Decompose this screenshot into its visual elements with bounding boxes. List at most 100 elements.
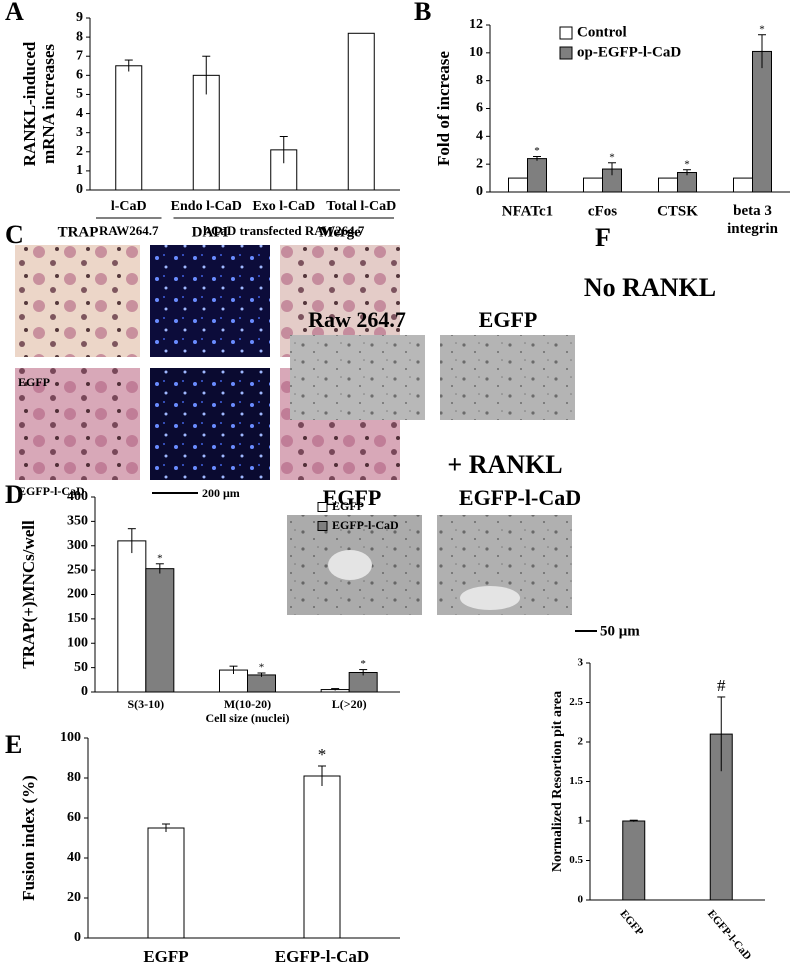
bar	[247, 674, 276, 693]
significance-marker: *	[759, 23, 765, 35]
bar	[583, 177, 603, 193]
y-tick-label: 5	[76, 87, 83, 102]
y-tick-label: 4	[76, 106, 83, 121]
resorption-pit	[328, 550, 372, 580]
bar	[622, 820, 646, 901]
bar	[145, 568, 175, 693]
significance-marker: *	[684, 158, 690, 170]
legend-label: Control	[577, 24, 627, 40]
panel-label: D	[5, 480, 24, 509]
y-tick-label: 2	[476, 156, 483, 171]
column-label: TRAP	[58, 224, 99, 240]
x-tick-label: EGFP-l-CaD	[705, 908, 754, 963]
image-label: EGFP	[479, 307, 538, 332]
y-tick-label: 350	[67, 514, 88, 529]
image-texture	[290, 335, 425, 420]
y-tick-label: 0	[476, 184, 483, 199]
x-tick-label: cFos	[588, 203, 617, 219]
column-label: Merge	[319, 224, 361, 240]
y-tick-label: 60	[67, 810, 81, 825]
y-tick-label: 7	[76, 48, 83, 63]
x-tick-label: Total l-CaD	[326, 199, 396, 214]
y-tick-label: 8	[76, 29, 83, 44]
significance-marker: *	[259, 662, 265, 674]
y-tick-label: 40	[67, 850, 81, 865]
y-axis-label: Fold of increase	[434, 51, 453, 166]
significance-marker: *	[534, 145, 540, 157]
scale-label: 50 μm	[600, 623, 640, 639]
y-tick-label: 3	[578, 657, 584, 669]
x-tick-label: S(3-10)	[127, 697, 164, 711]
condition-title: + RANKL	[447, 450, 562, 479]
y-tick-label: 12	[469, 17, 483, 32]
x-tick-label: L(>20)	[332, 697, 367, 711]
legend-swatch	[317, 521, 328, 531]
x-tick-label: Exo l-CaD	[252, 199, 315, 214]
y-axis-label: Fusion index (%)	[19, 775, 38, 901]
y-tick-label: 0	[76, 182, 83, 197]
significance-marker: *	[360, 658, 366, 670]
y-tick-label: 2	[76, 144, 83, 159]
bar	[752, 50, 772, 193]
bar	[527, 158, 547, 193]
y-tick-label: 3	[76, 125, 83, 140]
bar	[147, 827, 185, 939]
y-tick-label: 80	[67, 770, 81, 785]
y-tick-label: 100	[60, 730, 81, 745]
y-tick-label: 20	[67, 890, 81, 905]
panel-label: E	[5, 730, 22, 759]
resorption-pit	[460, 586, 520, 610]
y-tick-label: 1	[578, 815, 584, 827]
y-tick-label: 0	[74, 930, 81, 945]
y-axis-label: TRAP(+)MNCs/well	[19, 520, 38, 669]
y-tick-label: 2	[578, 736, 584, 748]
legend-label: EGFP-l-CaD	[332, 518, 399, 532]
y-tick-label: 4	[476, 129, 483, 144]
bar	[115, 65, 143, 191]
x-tick-label: beta 3 integrin	[727, 203, 778, 237]
x-tick-label: NFATc1	[502, 203, 553, 219]
bar	[658, 177, 678, 193]
y-tick-label: 150	[67, 611, 88, 626]
y-tick-label: 50	[74, 660, 88, 675]
condition-title: No RANKL	[584, 273, 716, 302]
panel-label: F	[595, 223, 611, 252]
group-label: l-CaD transfected RAW264.7	[203, 223, 365, 238]
y-tick-label: 0	[81, 684, 88, 699]
image-texture	[15, 245, 140, 357]
significance-marker: *	[609, 151, 615, 163]
x-tick-label: CTSK	[657, 203, 698, 219]
legend-swatch	[317, 502, 328, 512]
bar	[508, 177, 528, 193]
group-label: RAW264.7	[99, 223, 159, 238]
y-tick-label: 300	[67, 538, 88, 553]
bar	[677, 172, 697, 193]
row-label: EGFP	[18, 375, 50, 389]
panel-label: C	[5, 220, 24, 249]
y-tick-label: 200	[67, 587, 88, 602]
y-tick-label: 6	[476, 101, 483, 116]
image-texture	[440, 335, 575, 420]
y-tick-label: 8	[476, 73, 483, 88]
y-tick-label: 0	[578, 894, 584, 906]
y-axis-label: RANKL-inducedmRNA increases	[20, 41, 58, 166]
bar	[347, 32, 375, 191]
bar	[733, 177, 753, 193]
y-tick-label: 400	[67, 489, 88, 504]
y-tick-label: 10	[469, 45, 483, 60]
x-tick-label: l-CaD	[111, 199, 147, 214]
y-tick-label: 0.5	[569, 854, 583, 866]
y-tick-label: 1.5	[569, 775, 583, 787]
y-tick-label: 250	[67, 562, 88, 577]
image-label: Raw 264.7	[308, 307, 406, 332]
image-texture	[150, 245, 270, 357]
y-tick-label: 100	[67, 635, 88, 650]
scale-label: 200 μm	[202, 486, 240, 500]
y-tick-label: 9	[76, 10, 83, 25]
x-tick-label: EGFP	[143, 947, 188, 966]
x-tick-label: EGFP-l-CaD	[275, 947, 369, 966]
legend-swatch	[559, 46, 573, 60]
bar	[117, 540, 147, 693]
significance-marker: *	[318, 745, 327, 764]
